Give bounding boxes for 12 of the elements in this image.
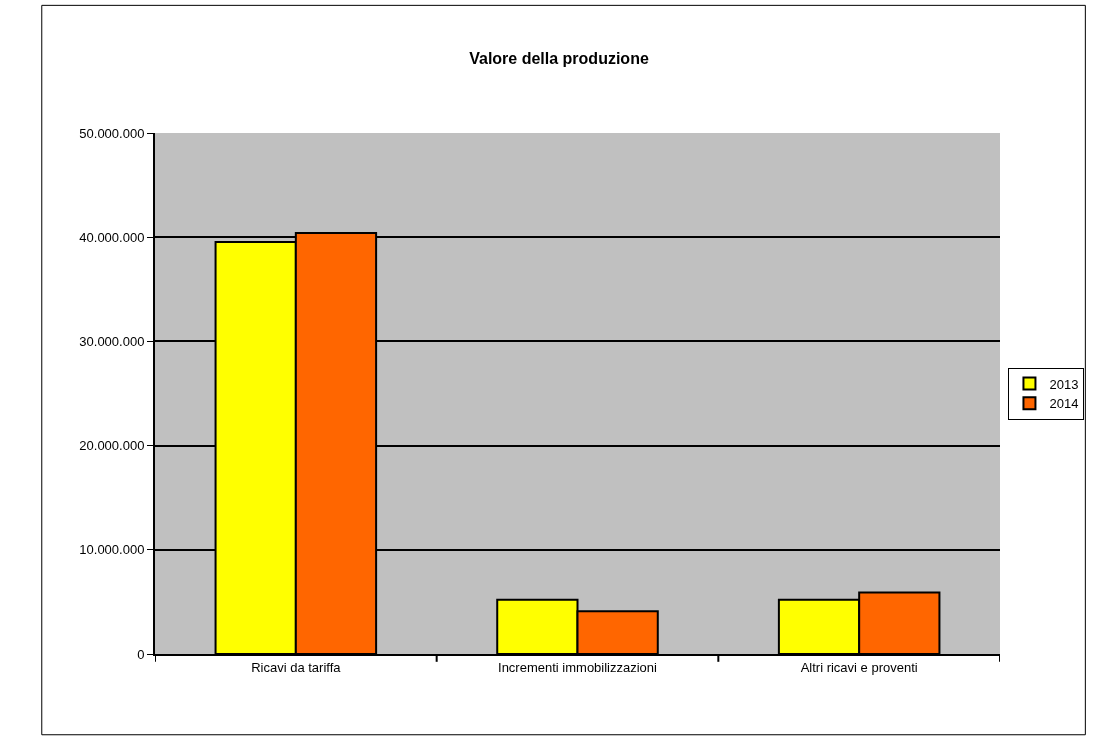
y-tick-label: 20.000.000: [79, 438, 145, 454]
x-tick-label: Ricavi da tariffa: [251, 659, 342, 675]
x-tick-label: Altri ricavi e proventi: [800, 659, 918, 675]
x-tick-label: Incrementi immobilizzazioni: [498, 659, 658, 675]
legend-label: 2014: [1049, 396, 1079, 412]
legend-label: 2013: [1049, 376, 1079, 392]
y-tick-label: 40.000.000: [79, 229, 145, 245]
y-tick-label: 30.000.000: [79, 333, 145, 349]
y-tick-label: 0: [137, 646, 145, 662]
y-tick-label: 50.000.000: [79, 125, 145, 141]
y-tick-label: 10.000.000: [79, 542, 145, 558]
chart-title: Valore della produzione: [469, 50, 649, 68]
